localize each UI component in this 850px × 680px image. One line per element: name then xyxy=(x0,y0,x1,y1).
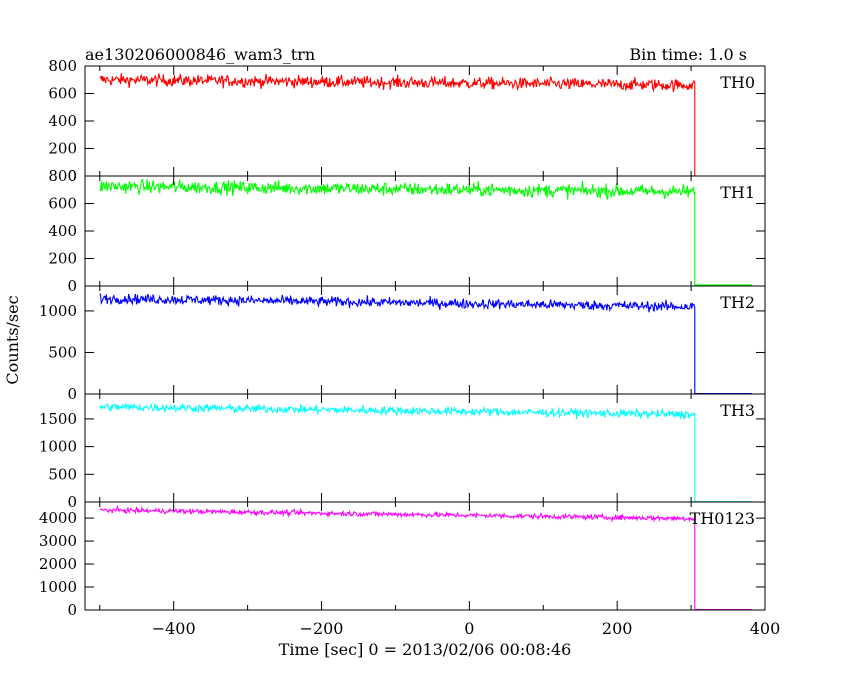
y-tick-label: 2000 xyxy=(39,555,77,573)
panel-label: TH1 xyxy=(720,183,755,202)
y-tick-label: 500 xyxy=(48,343,77,361)
y-axis-label: Counts/sec xyxy=(3,295,22,384)
x-axis: −400 −200 0 200 400 xyxy=(152,619,781,638)
series-line-th3 xyxy=(99,403,752,503)
panel-label: TH0123 xyxy=(690,509,755,528)
x-tick-label: 400 xyxy=(750,619,781,638)
panel-th0123: 0 1000 2000 3000 4000 TH0123 xyxy=(39,501,766,619)
y-tick-label: 500 xyxy=(48,465,77,483)
y-tick-label: 0 xyxy=(67,601,77,619)
y-tick-label: 400 xyxy=(48,112,77,130)
panel-th0: 0 200 400 600 800 TH0 xyxy=(48,57,766,185)
x-tick-label: −200 xyxy=(300,619,344,638)
y-tick-label: 3000 xyxy=(39,532,77,550)
panel-frame xyxy=(84,501,766,611)
x-tick-label: −400 xyxy=(152,619,196,638)
y-tick-label: 1500 xyxy=(39,410,77,428)
panel-label: TH0 xyxy=(720,73,755,92)
bin-time-label: Bin time: 1.0 s xyxy=(629,45,747,64)
chart-title: ae130206000846_wam3_trn xyxy=(85,45,315,64)
y-tick-label: 4000 xyxy=(39,509,77,527)
y-tick-label: 1000 xyxy=(39,438,77,456)
x-axis-label: Time [sec] 0 = 2013/02/06 00:08:46 xyxy=(279,640,572,659)
y-tick-label: 0 xyxy=(67,493,77,511)
series-line-th0 xyxy=(99,73,752,177)
y-tick-label: 600 xyxy=(48,85,77,103)
y-tick-label: 1000 xyxy=(39,302,77,320)
y-tick-label: 200 xyxy=(48,250,77,268)
x-tick-label: 200 xyxy=(602,619,633,638)
series-line-th1 xyxy=(99,178,752,286)
series-line-th2 xyxy=(99,292,752,395)
y-tick-label: 200 xyxy=(48,140,77,158)
panel-th1: 0 200 400 600 800 TH1 xyxy=(48,167,766,295)
panels-group: 0 200 400 600 800 TH0 0 200 400 600 800 TH1 0 500 1000… xyxy=(39,57,766,619)
series-line-th0123 xyxy=(99,505,752,611)
x-tick-label: 0 xyxy=(464,619,474,638)
y-tick-label: 800 xyxy=(48,57,77,75)
y-tick-label: 1000 xyxy=(39,578,77,596)
panel-th2: 0 500 1000 TH2 xyxy=(39,285,766,403)
y-tick-label: 0 xyxy=(67,167,77,185)
panel-label: TH2 xyxy=(720,293,755,312)
y-tick-label: 0 xyxy=(67,385,77,403)
panel-label: TH3 xyxy=(720,401,755,420)
y-tick-label: 400 xyxy=(48,222,77,240)
panel-frame xyxy=(84,285,766,395)
y-tick-label: 0 xyxy=(67,277,77,295)
panel-th3: 0 500 1000 1500 TH3 xyxy=(39,393,766,511)
y-tick-label: 600 xyxy=(48,195,77,213)
y-tick-label: 800 xyxy=(48,167,77,185)
